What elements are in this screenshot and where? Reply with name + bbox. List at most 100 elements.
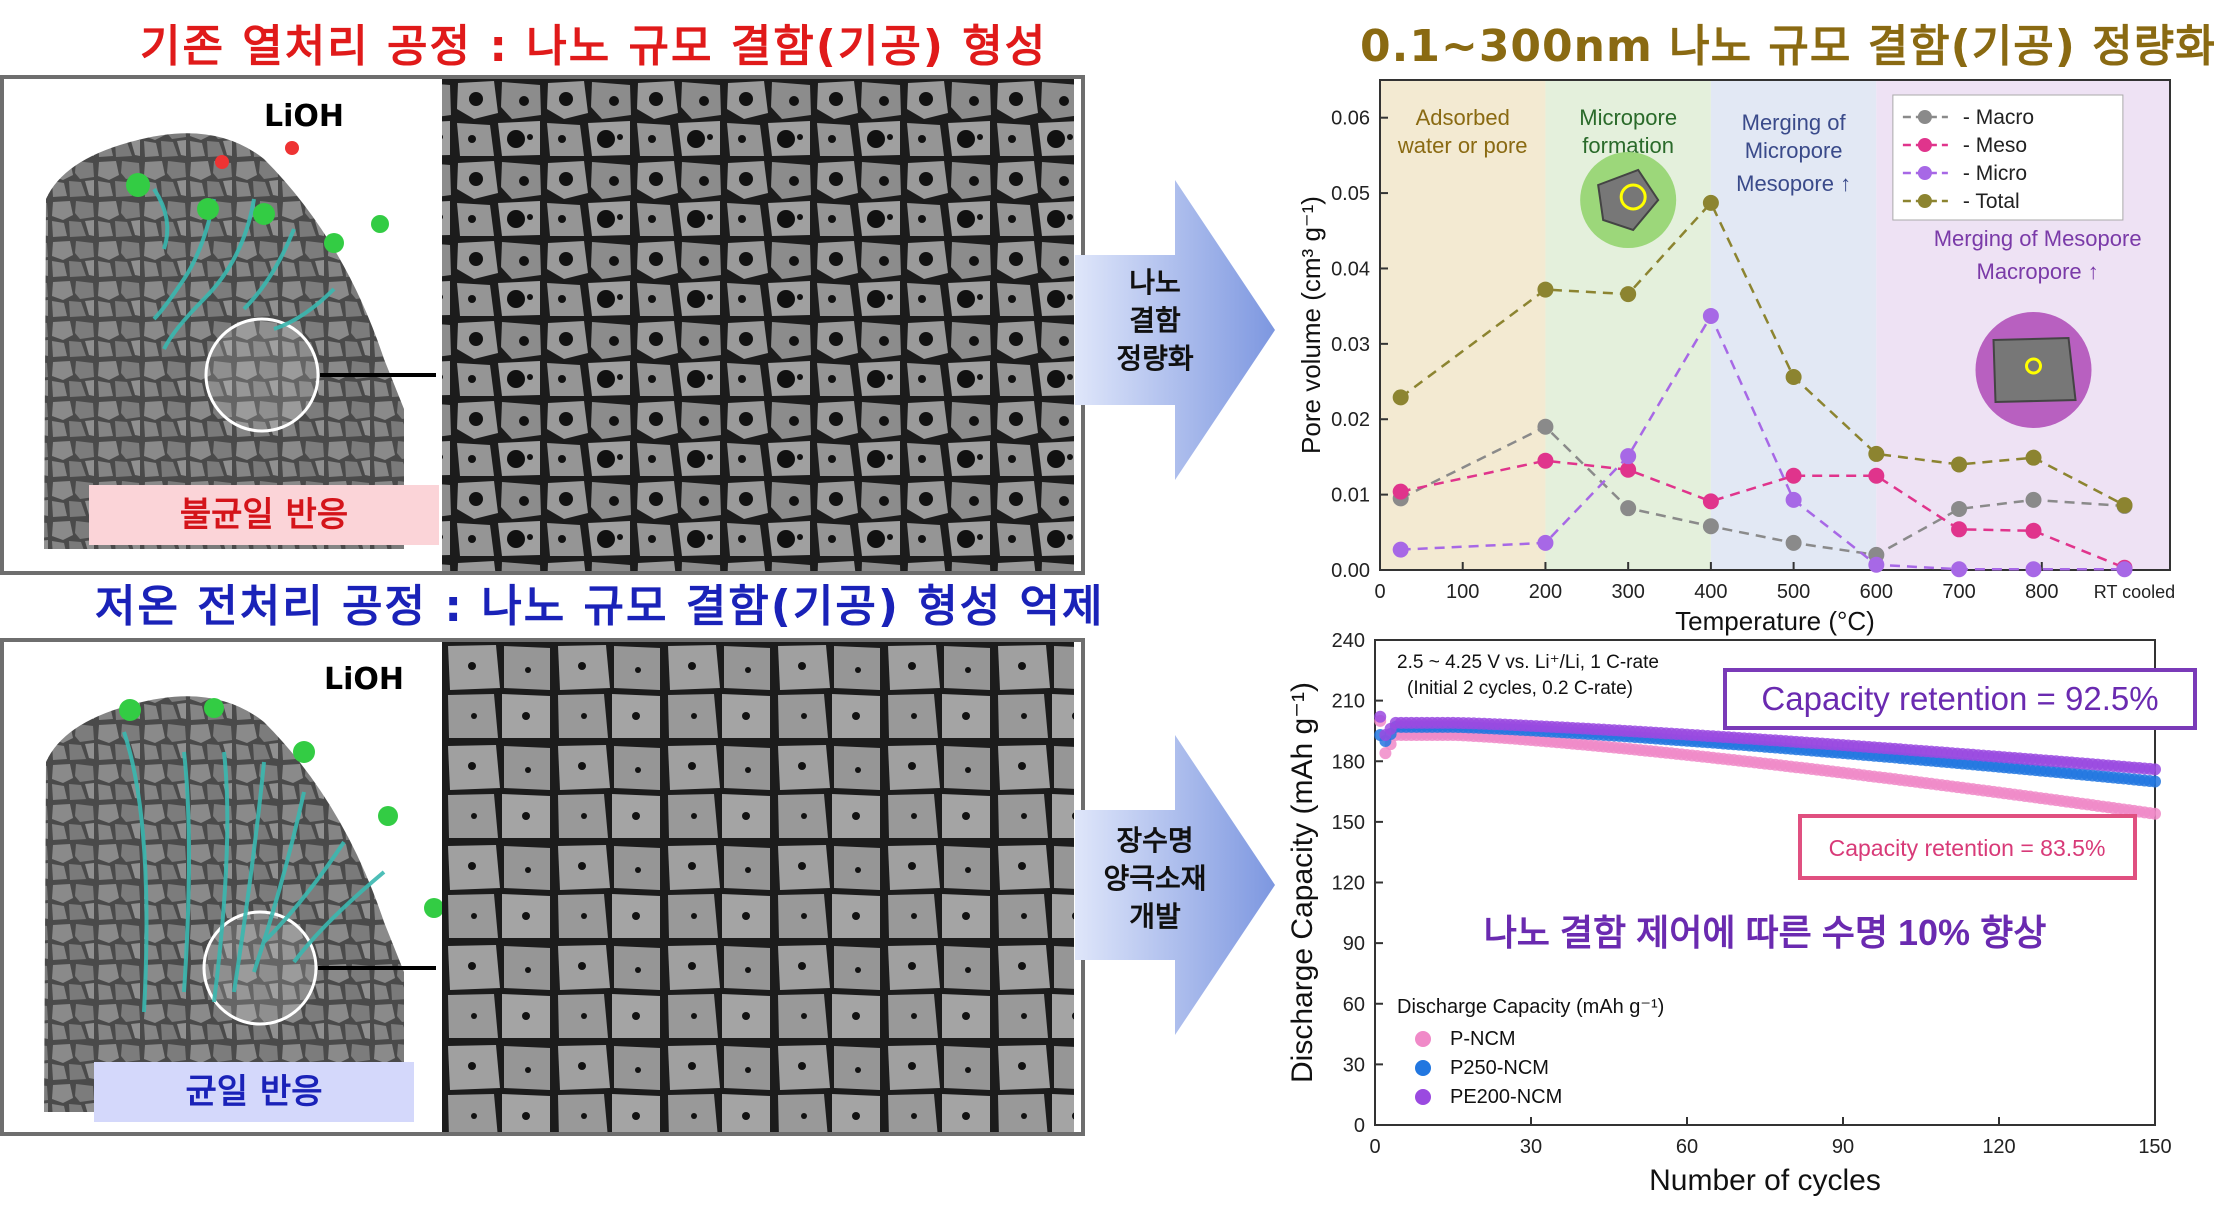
legend-title: Discharge Capacity (mAh g⁻¹) [1397,996,1664,1018]
region-label-2-1: Micropore [1745,138,1843,163]
legend-label: - Micro [1963,162,2027,185]
legend-label: PE200-NCM [1450,1086,1562,1108]
condition-text-1: 2.5 ~ 4.25 V vs. Li⁺/Li, 1 C-rate [1397,652,1659,673]
x-tick-label: 120 [1982,1136,2015,1158]
x-tick-label: 30 [1520,1136,1542,1158]
data-point-pe200-ncm [1374,710,1387,723]
data-point-macro [1785,534,1802,551]
plot-frame [1379,79,2171,571]
region-label-0-1: water or pore [1397,133,1528,158]
low-temp-panel: LiOH 균일 반응 [0,638,1085,1136]
region-label-0-0: Adsorbed [1416,105,1510,130]
region-label-2-0: Merging of [1742,110,1847,135]
x-tick-label: 600 [1860,581,1893,603]
data-point-total [1620,286,1637,303]
arrow-quantify [1075,180,1275,480]
data-point-p-ncm [2149,807,2161,820]
data-point-micro [1785,491,1802,508]
arrow-develop [1075,735,1275,1035]
y-tick-label: 240 [1332,630,1365,652]
data-point-macro [1537,418,1554,435]
y-tick-label: 0.04 [1331,258,1370,280]
legend-label: - Macro [1963,106,2034,129]
y-tick-label: 0.02 [1331,409,1370,431]
macropore-highlight-icon [2025,357,2043,375]
low-temp-process-title: 저온 전처리 공정 : 나노 규모 결함(기공) 형성 억제 [95,581,1105,632]
x-tick-label: 400 [1694,581,1727,603]
lifetime-headline: 나노 결함 제어에 따른 수명 10% 향상 [1484,912,2047,953]
legend-label: - Total [1963,190,2020,213]
region-label-3-0: Merging of Mesopore [1934,226,2142,251]
data-point-total [1537,281,1554,298]
data-point-macro [1951,500,1968,517]
data-point-meso [1392,483,1409,500]
data-point-macro [2025,491,2042,508]
x-tick-label: 60 [1676,1136,1698,1158]
data-point-micro [1951,561,1968,578]
y-tick-label: 0.06 [1331,108,1370,130]
region-label-1-0: Micropore [1579,105,1677,130]
data-point-meso [1868,467,1885,484]
data-point-meso [1951,521,1968,538]
discharge-capacity-chart: 0 30 60 90 120 150 180 210 240 0 30 60 90 120 150 Numbe… [1286,630,2197,1197]
condition-text-2: (Initial 2 cycles, 0.2 C-rate) [1407,678,1633,699]
data-point-meso [2025,522,2042,539]
data-point-pe200-ncm [2149,763,2161,776]
region-band-2 [1710,80,1877,570]
uniform-reaction-label: 균일 반응 [94,1062,414,1122]
y-tick-label: 150 [1332,812,1365,834]
retention-low-box [1798,814,2137,880]
x-tick-label: 150 [2138,1136,2171,1158]
y-tick-label: 90 [1343,933,1365,955]
region-label-2-2: Mesopore ↑ [1736,171,1851,196]
series-line-meso [1400,459,2125,569]
legend-marker [1917,194,1932,208]
conventional-panel: LiOH 불균일 반응 [0,75,1085,575]
region-label-3-1: Macropore ↑ [1977,259,2099,284]
data-point-p-ncm [1379,747,1392,760]
data-point-total [1392,389,1409,406]
data-point-micro [1537,534,1554,551]
data-point-total [1868,445,1885,462]
retention-high-box [1723,668,2197,730]
x-tick-label: RT cooled [2094,582,2175,602]
legend-marker [1415,1089,1431,1105]
x-tick-label: 100 [1446,581,1479,603]
nonuniform-reaction-label: 불균일 반응 [89,485,439,545]
x-tick-label: 500 [1777,581,1810,603]
x-axis-label: Temperature (°C) [1675,606,1875,636]
y-axis-label: Pore volume (cm³ g⁻¹) [1296,196,1326,454]
y-tick-label: 0.03 [1331,334,1370,356]
legend-marker [1917,138,1932,152]
data-point-total [1702,194,1719,211]
retention-low-label: Capacity retention = 83.5% [1829,835,2106,861]
arrow-quantify-text: 나노 결함 정량화 [1116,266,1194,375]
y-tick-label: 0.01 [1331,485,1370,507]
y-tick-label: 210 [1332,691,1365,713]
lioh-label-bottom: LiOH [324,662,405,697]
data-point-total [1785,369,1802,386]
y-tick-label: 30 [1343,1054,1365,1076]
data-point-meso [1785,467,1802,484]
conventional-illustration [44,79,1074,571]
x-tick-label: 0 [1369,1136,1380,1158]
legend-label: - Meso [1963,134,2027,157]
data-point-meso [1537,452,1554,469]
data-point-meso [1620,461,1637,478]
legend-label: P250-NCM [1450,1057,1549,1079]
data-point-total [1951,456,1968,473]
y-tick-label: 0 [1354,1115,1365,1137]
legend-marker [1415,1031,1431,1047]
data-point-p250-ncm [2149,775,2161,788]
data-point-micro [1392,541,1409,558]
lioh-label-top: LiOH [264,99,345,134]
conventional-process-title: 기존 열처리 공정 : 나노 규모 결함(기공) 형성 [140,21,1048,72]
quantification-title: 0.1~300nm 나노 규모 결함(기공) 정량화 기술 [1360,21,2214,72]
data-point-micro [1702,307,1719,324]
legend-marker [1917,166,1932,180]
x-tick-label: 0 [1374,581,1385,603]
micropore-grain-icon [1597,168,1660,232]
x-tick-label: 200 [1529,581,1562,603]
legend-marker [1415,1060,1431,1076]
